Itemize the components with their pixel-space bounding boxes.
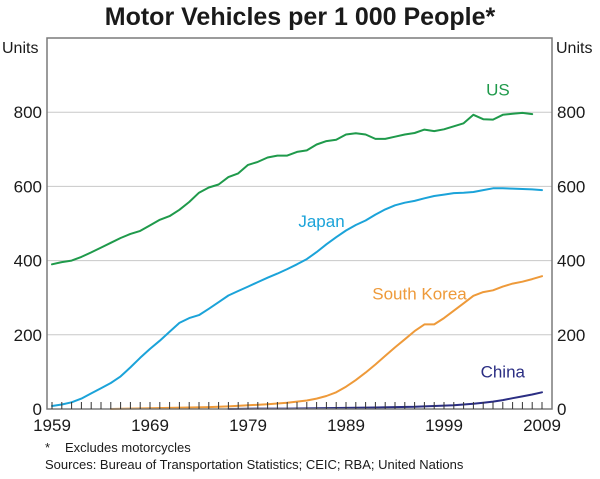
- y-tick-labels-left: 0 200 400 600 800: [14, 103, 42, 419]
- series-label-south-korea: South Korea: [372, 285, 467, 304]
- series-line-japan: [51, 187, 543, 407]
- y-tick-label-left: 0: [33, 400, 42, 419]
- y-tick-label-right: 600: [557, 177, 585, 196]
- series-label-japan: Japan: [298, 212, 344, 231]
- plot-frame: [46, 37, 553, 410]
- series-lines: [51, 111, 543, 410]
- y-axis-label-right: Units: [556, 40, 592, 57]
- y-tick-label-right: 0: [557, 400, 566, 419]
- x-tick-label: 1989: [327, 416, 365, 435]
- series-line-south-korea: [109, 275, 543, 410]
- y-tick-label-right: 200: [557, 326, 585, 345]
- x-tick-label: 1969: [131, 416, 169, 435]
- y-tick-label-right: 800: [557, 103, 585, 122]
- x-tick-label: 1959: [33, 416, 71, 435]
- x-tick-label: 1979: [229, 416, 267, 435]
- y-tick-labels-right: 0 200 400 600 800: [557, 103, 585, 419]
- y-tick-label-left: 800: [14, 103, 42, 122]
- series-label-us: US: [486, 81, 510, 100]
- y-axis-label-left: Units: [2, 40, 38, 57]
- y-tick-label-left: 400: [14, 252, 42, 271]
- footnote-note: Excludes motorcycles: [65, 440, 191, 455]
- chart-title: Motor Vehicles per 1 000 People*: [105, 3, 496, 31]
- x-minor-ticks: [51, 402, 543, 409]
- y-tick-label-right: 400: [557, 252, 585, 271]
- footnote-star: *: [45, 440, 51, 455]
- x-tick-label: 1999: [425, 416, 463, 435]
- gridlines: [47, 111, 552, 336]
- x-tick-labels: 1959 1969 1979 1989 1999 2009: [33, 416, 561, 435]
- y-tick-label-left: 200: [14, 326, 42, 345]
- footnote-excludes: * Excludes motorcycles: [45, 440, 191, 455]
- footnote-sources: Sources: Bureau of Transportation Statis…: [45, 457, 464, 472]
- y-tick-label-left: 600: [14, 177, 42, 196]
- series-annotations: US Japan South Korea China: [298, 81, 525, 382]
- x-tick-label: 2009: [523, 416, 561, 435]
- series-line-us: [51, 111, 534, 266]
- series-label-china: China: [481, 362, 526, 381]
